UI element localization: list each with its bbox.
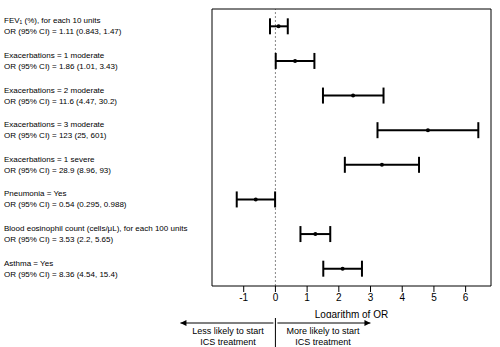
svg-text:6: 6 bbox=[463, 292, 469, 303]
svg-text:2: 2 bbox=[336, 292, 342, 303]
svg-text:Exacerbations = 3 moderate: Exacerbations = 3 moderate bbox=[8, 120, 105, 129]
svg-text:Blood eosinophil count (cells/: Blood eosinophil count (cells/μL), for e… bbox=[8, 224, 187, 233]
svg-text:3: 3 bbox=[368, 292, 374, 303]
svg-text:ICS treatment: ICS treatment bbox=[200, 337, 256, 347]
svg-text:Asthma = Yes: Asthma = Yes bbox=[8, 259, 53, 268]
svg-text:4: 4 bbox=[399, 292, 405, 303]
svg-text:OR (95% CI) = 1.11 (0.843, 1.4: OR (95% CI) = 1.11 (0.843, 1.47) bbox=[8, 27, 122, 36]
svg-text:OR (95% CI) = 123 (25, 601): OR (95% CI) = 123 (25, 601) bbox=[8, 131, 107, 140]
svg-text:OR (95% CI) = 28.9 (8.96, 93): OR (95% CI) = 28.9 (8.96, 93) bbox=[8, 166, 111, 175]
svg-text:FEV₁ (%), for each 10 units: FEV₁ (%), for each 10 units bbox=[8, 16, 101, 25]
svg-text:Exacerbations = 1 severe: Exacerbations = 1 severe bbox=[8, 155, 95, 164]
svg-text:Logarithm of OR: Logarithm of OR bbox=[315, 309, 388, 318]
svg-text:Exacerbations = 2 moderate: Exacerbations = 2 moderate bbox=[8, 86, 105, 95]
svg-text:OR (95% CI) = 1.86 (1.01, 3.43: OR (95% CI) = 1.86 (1.01, 3.43) bbox=[8, 62, 118, 71]
svg-text:1: 1 bbox=[304, 292, 310, 303]
svg-text:Pneumonia = Yes: Pneumonia = Yes bbox=[8, 189, 67, 198]
svg-text:Exacerbations = 1 moderate: Exacerbations = 1 moderate bbox=[8, 51, 105, 60]
svg-text:More likely to start: More likely to start bbox=[286, 326, 360, 336]
svg-text:OR (95% CI) = 11.6 (4.47, 30.2: OR (95% CI) = 11.6 (4.47, 30.2) bbox=[8, 97, 117, 106]
svg-text:OR (95% CI) = 0.54 (0.295, 0.9: OR (95% CI) = 0.54 (0.295, 0.988) bbox=[8, 200, 127, 209]
svg-text:0: 0 bbox=[273, 292, 279, 303]
svg-text:OR (95% CI) = 8.36 (4.54, 15.4: OR (95% CI) = 8.36 (4.54, 15.4) bbox=[8, 270, 118, 279]
svg-text:-1: -1 bbox=[239, 292, 248, 303]
svg-text:5: 5 bbox=[431, 292, 437, 303]
svg-text:ICS treatment: ICS treatment bbox=[295, 337, 351, 347]
svg-text:Less likely to start: Less likely to start bbox=[192, 326, 264, 336]
svg-text:OR (95% CI) = 3.53 (2.2, 5.65): OR (95% CI) = 3.53 (2.2, 5.65) bbox=[8, 235, 113, 244]
